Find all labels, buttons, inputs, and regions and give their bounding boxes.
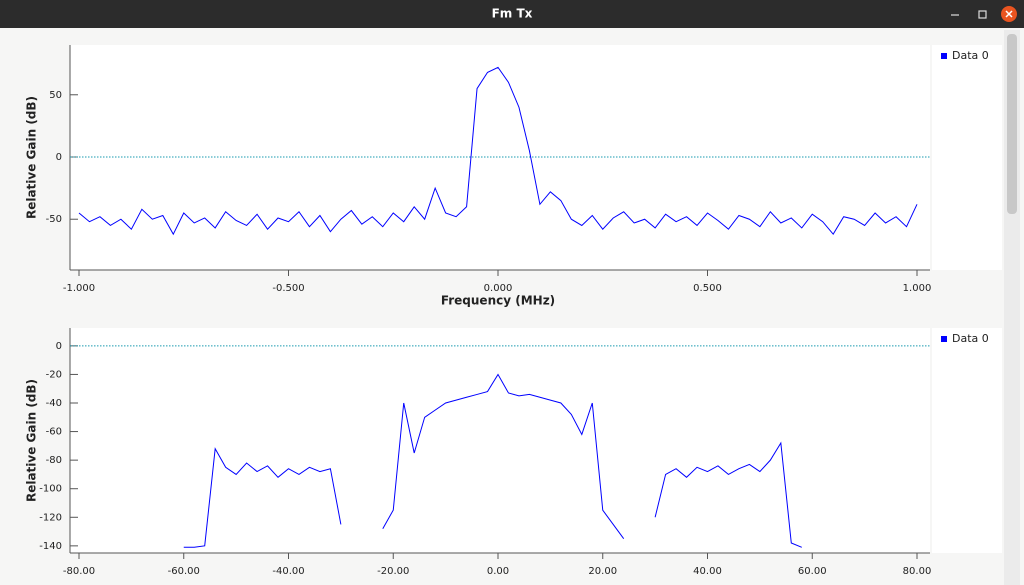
y-tick-label: 0 <box>56 152 62 163</box>
y-tick-label: -50 <box>46 214 62 225</box>
scrollbar-thumb[interactable] <box>1007 34 1017 214</box>
y-tick-label: -60 <box>46 427 62 438</box>
title-bar <box>0 0 1024 28</box>
legend-label: Data 0 <box>952 332 989 345</box>
x-tick-label: 40.00 <box>693 566 722 577</box>
y-tick-label: -140 <box>39 541 62 552</box>
window-title: Fm Tx <box>492 7 533 21</box>
x-tick-label: -40.00 <box>272 566 304 577</box>
x-tick-label: 0.00 <box>487 566 509 577</box>
y-axis-label: Relative Gain (dB) <box>25 96 39 219</box>
data-line <box>78 66 918 236</box>
x-tick-label: -1.000 <box>63 283 95 294</box>
y-tick-label: -100 <box>39 484 62 495</box>
x-axis-label: Frequency (MHz) <box>441 294 555 308</box>
y-tick-label: -80 <box>46 455 62 466</box>
y-tick-label: -20 <box>46 369 62 380</box>
legend-swatch <box>941 53 947 59</box>
x-tick-label: 0.500 <box>693 283 722 294</box>
x-tick-label: 60.00 <box>798 566 827 577</box>
x-tick-label: -60.00 <box>168 566 200 577</box>
x-tick-label: 1.000 <box>903 283 932 294</box>
legend-area <box>932 328 1002 553</box>
y-tick-label: 50 <box>49 90 62 101</box>
close-button[interactable] <box>1001 6 1017 22</box>
y-tick-label: 0 <box>56 341 62 352</box>
plot-area <box>70 328 930 553</box>
x-tick-label: -80.00 <box>63 566 95 577</box>
x-tick-label: 0.000 <box>484 283 513 294</box>
legend-area <box>932 45 1002 270</box>
x-tick-label: 80.00 <box>903 566 932 577</box>
x-tick-label: -0.500 <box>272 283 304 294</box>
legend-label: Data 0 <box>952 49 989 62</box>
y-tick-label: -120 <box>39 512 62 523</box>
y-axis-label: Relative Gain (dB) <box>25 379 39 502</box>
x-tick-label: -20.00 <box>377 566 409 577</box>
restore-button[interactable] <box>978 10 987 19</box>
x-tick-label: 20.00 <box>588 566 617 577</box>
legend-swatch <box>941 336 947 342</box>
y-tick-label: -40 <box>46 398 62 409</box>
data-line <box>183 373 802 548</box>
